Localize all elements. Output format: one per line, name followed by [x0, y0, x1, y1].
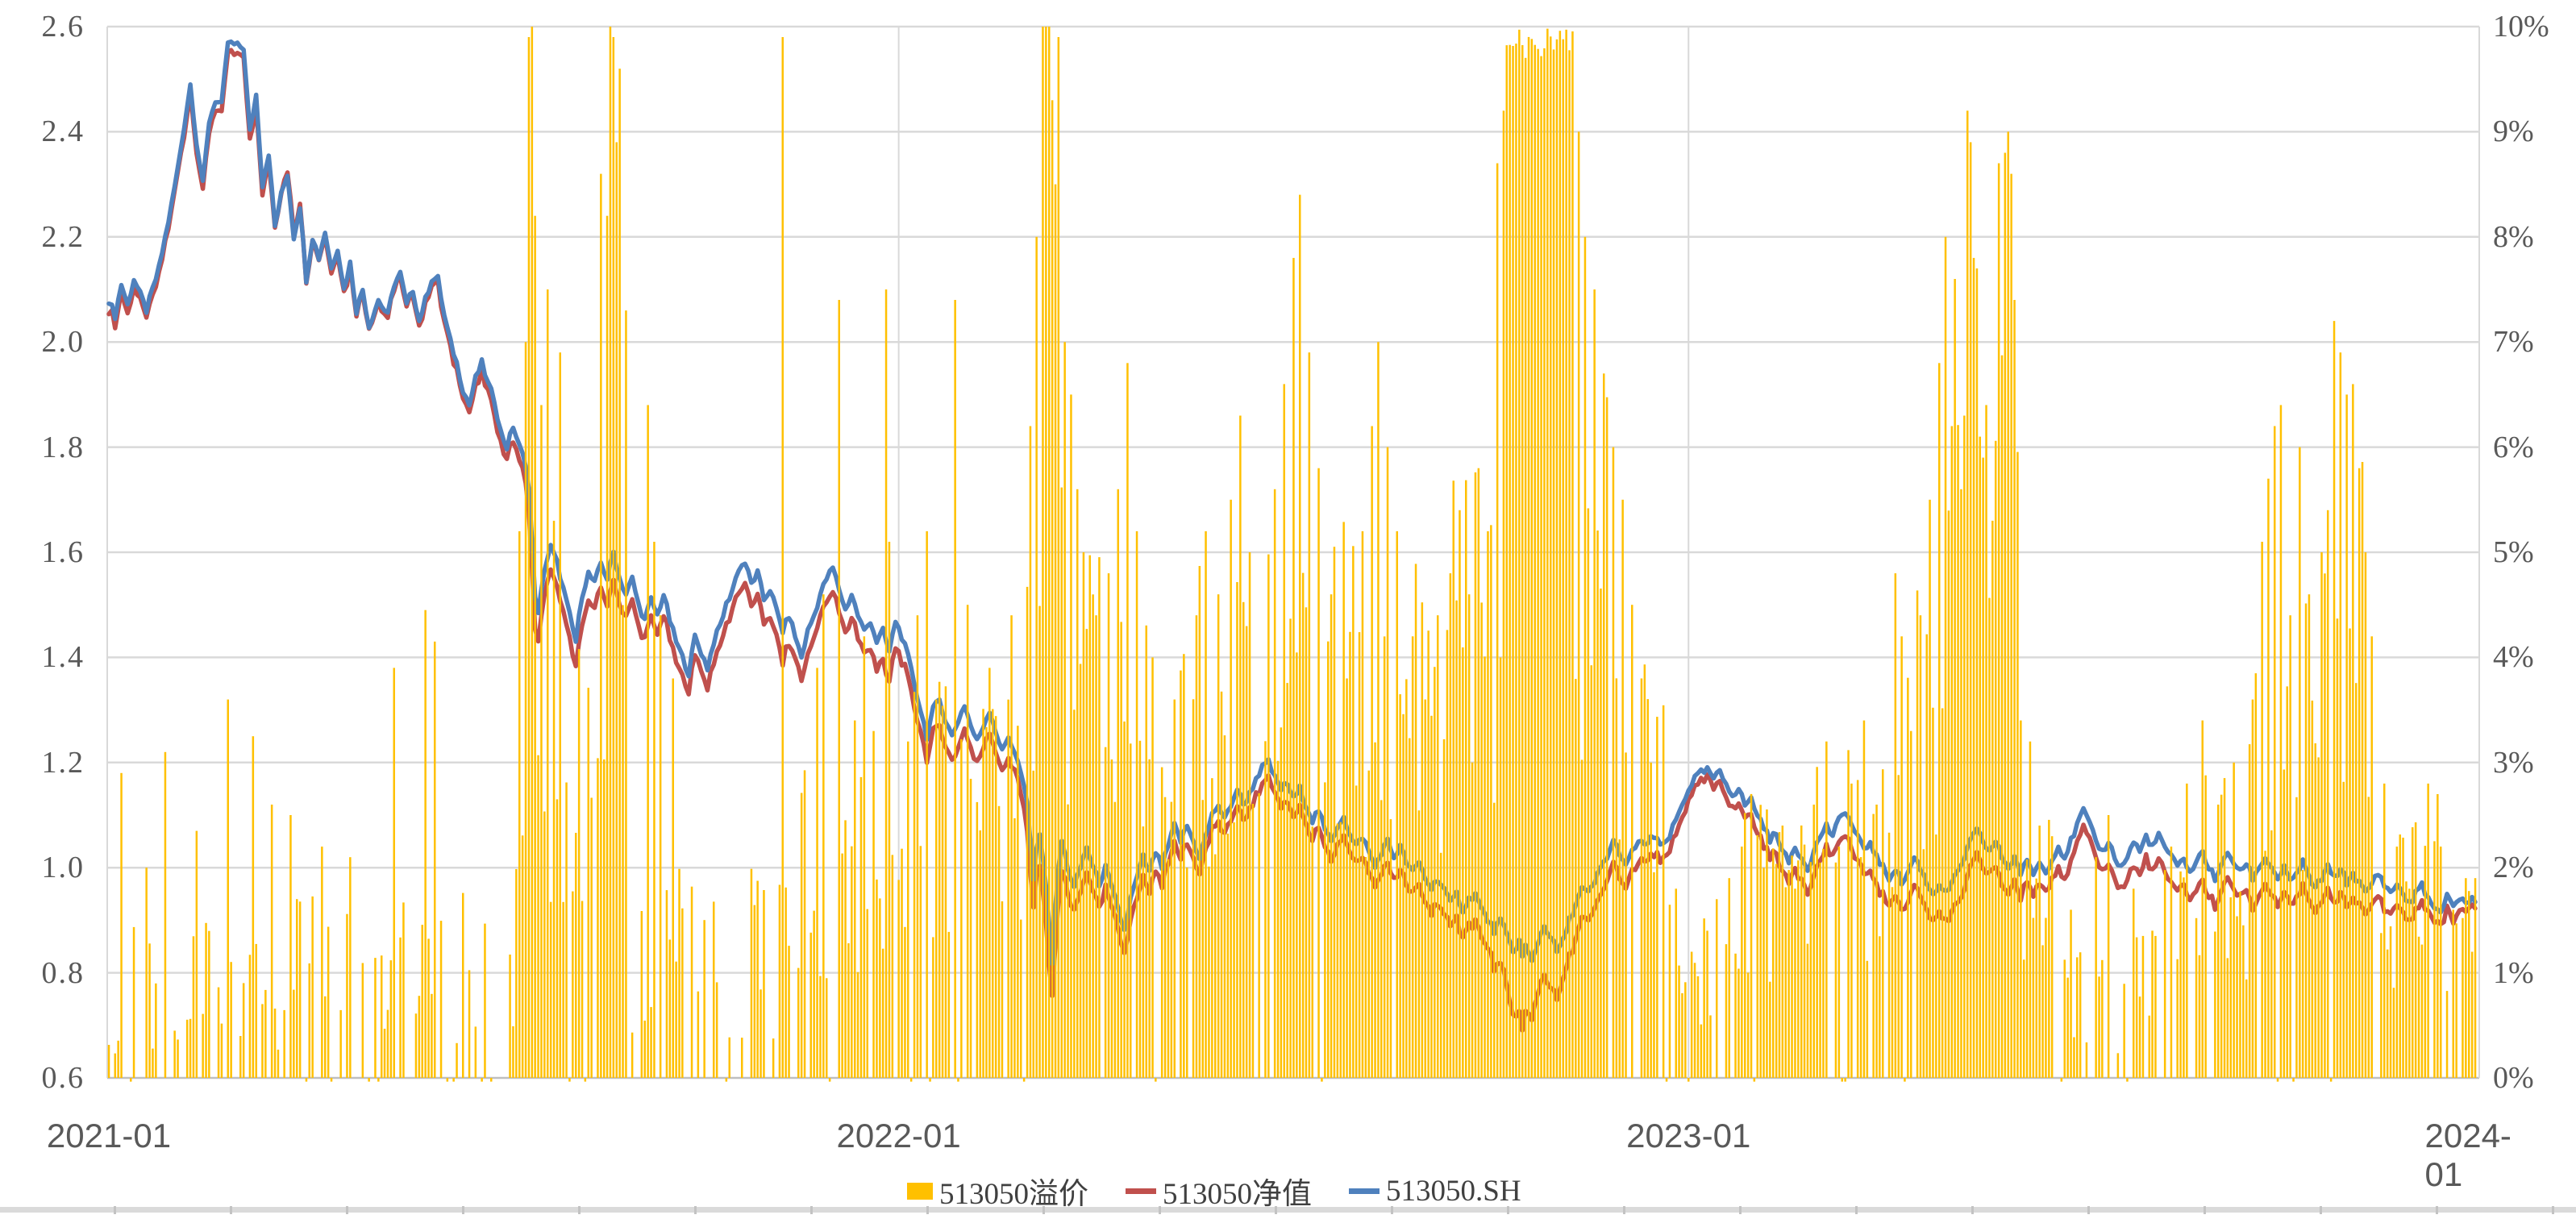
spreadsheet-row-border — [0, 1207, 2576, 1213]
y-axis-left-tick: 2.6 — [41, 10, 85, 44]
legend-item-premium[interactable]: 513050溢价 — [907, 1169, 1088, 1213]
x-axis-tick: 2021-01 — [46, 1117, 172, 1155]
x-axis-tick: 2023-01 — [1626, 1117, 1751, 1155]
y-axis-left-tick: 1.0 — [41, 851, 85, 885]
legend-label-premium: 513050溢价 — [939, 1178, 1088, 1211]
y-axis-left-tick: 2.0 — [41, 325, 85, 360]
y-axis-right-tick: 7% — [2493, 325, 2534, 360]
y-axis-left-tick: 1.4 — [41, 640, 85, 675]
sheet-column-border — [346, 1206, 348, 1214]
x-axis-tick: 2024-01 — [2424, 1117, 2511, 1193]
sheet-column-border — [114, 1206, 116, 1214]
legend-label-nav: 513050净值 — [1163, 1178, 1312, 1211]
y-axis-right-tick: 4% — [2493, 640, 2534, 675]
sheet-column-border — [1855, 1206, 1858, 1214]
sheet-column-border — [2552, 1206, 2554, 1214]
price-swatch-icon — [1349, 1188, 1380, 1194]
legend-item-price[interactable]: 513050.SH — [1349, 1174, 1521, 1209]
sheet-column-border — [1391, 1206, 1393, 1214]
y-axis-right-tick: 5% — [2493, 535, 2534, 569]
x-axis-tick: 2022-01 — [836, 1117, 961, 1155]
y-axis-left-tick: 2.2 — [41, 219, 85, 254]
y-axis-left-tick: 1.8 — [41, 430, 85, 464]
sheet-column-border — [1623, 1206, 1625, 1214]
y-axis-right-tick: 3% — [2493, 745, 2534, 780]
y-axis-right-tick: 0% — [2493, 1061, 2534, 1095]
y-axis-left-tick: 1.2 — [41, 745, 85, 780]
sheet-column-border — [694, 1206, 697, 1214]
y-axis-left-tick: 0.8 — [41, 955, 85, 990]
sheet-column-border — [2204, 1206, 2206, 1214]
legend-label-price: 513050.SH — [1386, 1174, 1521, 1208]
y-axis-right-tick: 2% — [2493, 851, 2534, 885]
sheet-column-border — [230, 1206, 232, 1214]
sheet-column-border — [926, 1206, 929, 1214]
y-axis-left-tick: 2.4 — [41, 114, 85, 149]
y-axis-left-tick: 0.6 — [41, 1061, 85, 1095]
sheet-column-border — [1159, 1206, 1161, 1214]
y-axis-right-tick: 8% — [2493, 219, 2534, 254]
data-series — [106, 27, 2478, 1082]
sheet-column-border — [1275, 1206, 1277, 1214]
legend-item-nav[interactable]: 513050净值 — [1126, 1169, 1312, 1213]
sheet-column-border — [578, 1206, 581, 1214]
sheet-column-border — [462, 1206, 464, 1214]
sheet-column-border — [1042, 1206, 1045, 1214]
premium-swatch-icon — [907, 1182, 933, 1200]
y-axis-right-tick: 6% — [2493, 430, 2534, 464]
y-axis-right-tick: 10% — [2493, 10, 2549, 44]
sheet-column-border — [1739, 1206, 1742, 1214]
chart-legend: 513050溢价 513050净值 513050.SH — [907, 1169, 1521, 1213]
y-axis-right-tick: 1% — [2493, 955, 2534, 990]
y-axis-right-tick: 9% — [2493, 114, 2534, 149]
sheet-column-border — [810, 1206, 813, 1214]
sheet-column-border — [2436, 1206, 2438, 1214]
sheet-column-border — [1971, 1206, 1974, 1214]
y-axis-left-tick: 1.6 — [41, 535, 85, 569]
sheet-column-border — [1507, 1206, 1509, 1214]
nav-swatch-icon — [1126, 1188, 1156, 1194]
sheet-column-border — [2087, 1206, 2090, 1214]
sheet-column-border — [2320, 1206, 2322, 1214]
